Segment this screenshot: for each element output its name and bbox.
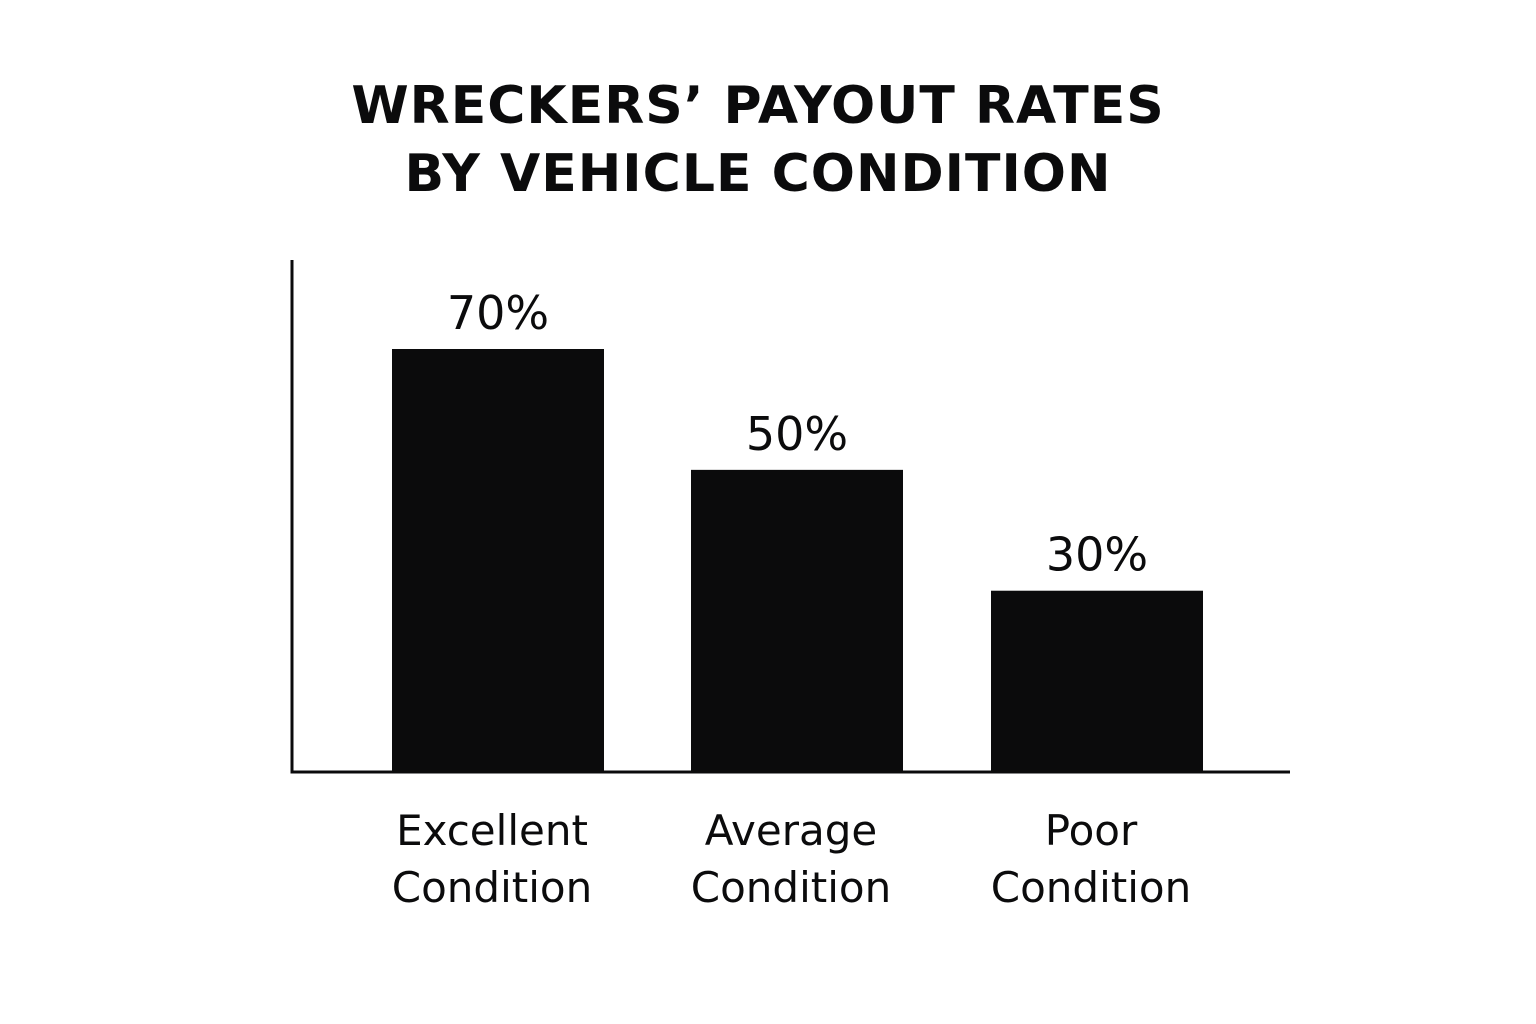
category-label: Condition — [392, 863, 592, 912]
bar — [392, 349, 604, 772]
chart-title-line-1: WRECKERS’ PAYOUT RATES — [351, 76, 1165, 136]
bar — [991, 590, 1203, 772]
chart-title: WRECKERS’ PAYOUT RATES BY VEHICLE CONDIT… — [0, 72, 1516, 208]
bar-value-label: 70% — [447, 286, 549, 340]
category-label: Condition — [991, 863, 1191, 912]
category-label: Excellent — [396, 806, 588, 855]
category-label: Condition — [691, 863, 891, 912]
bar — [691, 469, 903, 772]
category-label: Poor — [1045, 806, 1138, 855]
chart-bars — [392, 349, 1203, 772]
bar-value-label: 50% — [746, 407, 848, 461]
chart-category-labels: Excellent Condition Average Condition Poor Co… — [392, 806, 1191, 912]
bar-value-label: 30% — [1046, 528, 1148, 582]
chart-title-line-2: BY VEHICLE CONDITION — [404, 144, 1112, 204]
chart-data-labels: 70% 50% 30% — [447, 286, 1148, 582]
category-label: Average — [705, 806, 877, 855]
